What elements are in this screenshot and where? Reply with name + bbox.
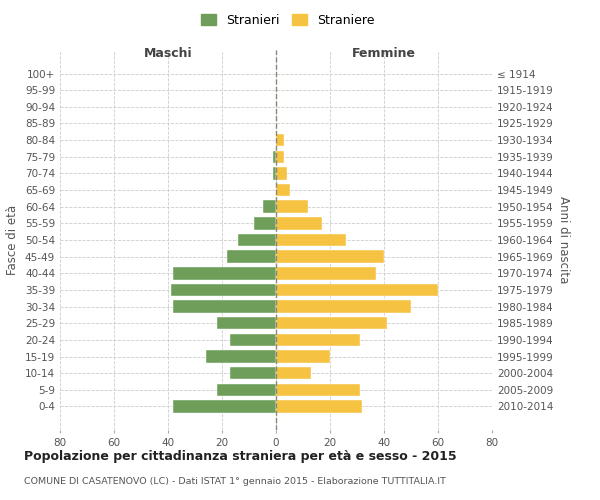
- Bar: [230, 367, 276, 380]
- Bar: [254, 217, 276, 230]
- Bar: [276, 334, 360, 346]
- Bar: [171, 284, 276, 296]
- Bar: [276, 167, 287, 179]
- Bar: [276, 234, 346, 246]
- Bar: [263, 200, 276, 213]
- Bar: [173, 400, 276, 412]
- Bar: [230, 334, 276, 346]
- Bar: [206, 350, 276, 363]
- Bar: [276, 217, 322, 230]
- Bar: [276, 350, 330, 363]
- Text: COMUNE DI CASATENOVO (LC) - Dati ISTAT 1° gennaio 2015 - Elaborazione TUTTITALIA: COMUNE DI CASATENOVO (LC) - Dati ISTAT 1…: [24, 478, 446, 486]
- Bar: [217, 317, 276, 330]
- Bar: [276, 384, 360, 396]
- Bar: [276, 367, 311, 380]
- Bar: [173, 300, 276, 313]
- Bar: [217, 384, 276, 396]
- Text: Maschi: Maschi: [143, 47, 193, 60]
- Bar: [276, 150, 284, 163]
- Bar: [276, 184, 290, 196]
- Bar: [274, 150, 276, 163]
- Bar: [276, 200, 308, 213]
- Bar: [276, 250, 384, 263]
- Bar: [276, 284, 438, 296]
- Bar: [173, 267, 276, 280]
- Bar: [227, 250, 276, 263]
- Text: Femmine: Femmine: [352, 47, 416, 60]
- Text: Popolazione per cittadinanza straniera per età e sesso - 2015: Popolazione per cittadinanza straniera p…: [24, 450, 457, 463]
- Bar: [276, 300, 411, 313]
- Bar: [276, 317, 387, 330]
- Bar: [276, 400, 362, 412]
- Bar: [276, 267, 376, 280]
- Bar: [276, 134, 284, 146]
- Bar: [274, 167, 276, 179]
- Bar: [238, 234, 276, 246]
- Y-axis label: Anni di nascita: Anni di nascita: [557, 196, 570, 284]
- Y-axis label: Fasce di età: Fasce di età: [7, 205, 19, 275]
- Legend: Stranieri, Straniere: Stranieri, Straniere: [196, 8, 380, 32]
